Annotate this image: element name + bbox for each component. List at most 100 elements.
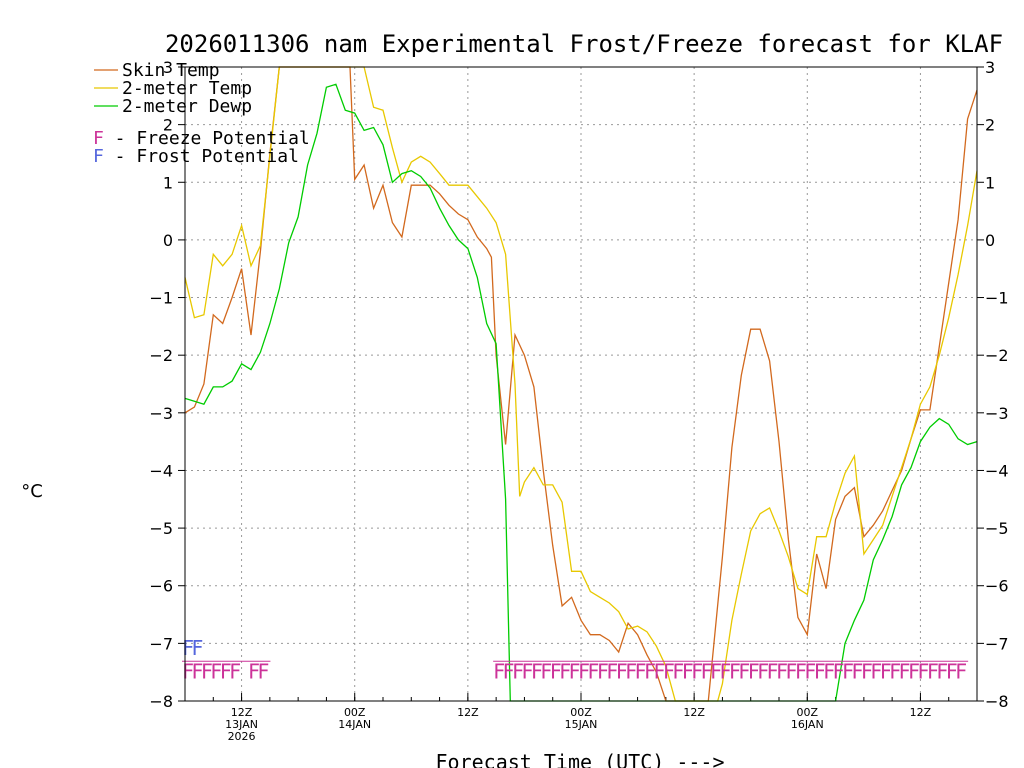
potential-marker: F: [927, 659, 939, 683]
y-tick-label: −8: [149, 692, 173, 711]
potential-marker: F: [748, 659, 760, 683]
legend-label: Skin Temp: [122, 60, 220, 81]
legend-item-2-meter-temp: 2-meter Temp: [94, 78, 252, 99]
potential-marker: F: [785, 659, 797, 683]
potential-marker: F: [616, 659, 628, 683]
y-tick-label-right: −3: [985, 404, 1009, 423]
potential-marker: F: [635, 659, 647, 683]
x-tick-label: 12Z: [683, 706, 705, 719]
potential-marker: F: [512, 659, 524, 683]
x-axis-label: Forecast Time (UTC) --->: [436, 750, 725, 768]
potential-marker: F: [719, 659, 731, 683]
potential-marker: F: [503, 659, 515, 683]
y-tick-label: 3: [163, 58, 173, 77]
legend-label: 2-meter Temp: [122, 78, 252, 99]
y-tick-label-right: −8: [985, 692, 1009, 711]
potential-marker: F: [701, 659, 713, 683]
potential-marker: F: [917, 659, 929, 683]
y-tick-label-right: −5: [985, 519, 1009, 538]
potential-marker: F: [851, 659, 863, 683]
potential-marker: F: [248, 659, 260, 683]
y-tick-label: −3: [149, 404, 173, 423]
potential-marker: F: [569, 659, 581, 683]
potential-marker: F: [672, 659, 684, 683]
y-tick-label-right: −7: [985, 634, 1009, 653]
potential-marker: F: [833, 659, 845, 683]
y-axis-unit: °C: [21, 481, 43, 502]
x-tick-label: 00Z: [797, 706, 819, 719]
potential-marker: F: [691, 659, 703, 683]
potential-marker: F: [804, 659, 816, 683]
series-line-2-meter-dewp: [184, 83, 978, 702]
legend-item-f-frost-potential: F - Frost Potential: [93, 146, 299, 167]
legend-item-skin-temp: Skin Temp: [94, 60, 220, 81]
potential-marker: F: [191, 659, 203, 683]
potential-marker: F: [521, 659, 533, 683]
y-tick-label: 0: [163, 231, 173, 250]
y-tick-label-right: 0: [985, 231, 995, 250]
x-tick-label: 14JAN: [338, 718, 371, 731]
series-line-2-meter-temp: [184, 66, 978, 702]
potential-marker: F: [936, 659, 948, 683]
grid-lines: [185, 67, 977, 701]
y-tick-label: −1: [149, 289, 173, 308]
x-tick-label: 12Z: [910, 706, 932, 719]
y-tick-label-right: 2: [985, 116, 995, 135]
series-line-skin-temp: [184, 66, 978, 702]
y-tick-label-right: −6: [985, 577, 1009, 596]
chart-title: 2026011306 nam Experimental Frost/Freeze…: [165, 30, 1003, 58]
potential-marker: F: [653, 659, 665, 683]
legend-item-2-meter-dewp: 2-meter Dewp: [94, 96, 252, 117]
y-tick-label-right: −1: [985, 289, 1009, 308]
potential-marker: F: [682, 659, 694, 683]
y-tick-label-right: −2: [985, 346, 1009, 365]
potential-marker: F: [767, 659, 779, 683]
x-tick-label: 15JAN: [565, 718, 598, 731]
legend-label: F - Frost Potential: [93, 146, 299, 167]
potential-marker: F: [257, 659, 269, 683]
potential-marker: F: [229, 659, 241, 683]
potential-marker: F: [531, 659, 543, 683]
series-lines: [184, 66, 978, 702]
potential-marker: F: [191, 636, 203, 660]
x-tick-label: 00Z: [344, 706, 366, 719]
potential-marker: F: [550, 659, 562, 683]
potential-marker: F: [493, 659, 505, 683]
potential-marker: F: [540, 659, 552, 683]
potential-marker: F: [955, 659, 967, 683]
y-tick-label: −7: [149, 634, 173, 653]
y-tick-label: 1: [163, 173, 173, 192]
potential-marker: F: [889, 659, 901, 683]
potential-marker: F: [625, 659, 637, 683]
potential-marker: F: [597, 659, 609, 683]
potential-marker: F: [776, 659, 788, 683]
potential-marker: F: [729, 659, 741, 683]
y-tick-label-right: 3: [985, 58, 995, 77]
potential-marker: F: [220, 659, 232, 683]
x-tick-label: 2026: [228, 730, 256, 743]
y-tick-label: −5: [149, 519, 173, 538]
potential-marker: F: [210, 659, 222, 683]
y-ticks-right: 3 2 1 0 −1 −2 −3 −4 −5 −6 −7 −8: [977, 58, 1009, 711]
potential-marker: F: [908, 659, 920, 683]
legend-label: 2-meter Dewp: [122, 96, 252, 117]
potential-marker: F: [559, 659, 571, 683]
potential-marker: F: [946, 659, 958, 683]
x-tick-label: 12Z: [231, 706, 253, 719]
potential-marker: F: [587, 659, 599, 683]
legend-item-f-freeze-potential: F - Freeze Potential: [93, 128, 310, 149]
potential-marker: F: [814, 659, 826, 683]
x-tick-label: 12Z: [457, 706, 479, 719]
y-tick-label: −4: [149, 461, 173, 480]
potential-marker: F: [663, 659, 675, 683]
x-tick-label: 13JAN: [225, 718, 258, 731]
potential-marker: F: [710, 659, 722, 683]
y-tick-label: −6: [149, 577, 173, 596]
y-tick-label-right: −4: [985, 461, 1009, 480]
potential-marker: F: [880, 659, 892, 683]
potential-marker: F: [899, 659, 911, 683]
plot-frame: [184, 66, 978, 702]
